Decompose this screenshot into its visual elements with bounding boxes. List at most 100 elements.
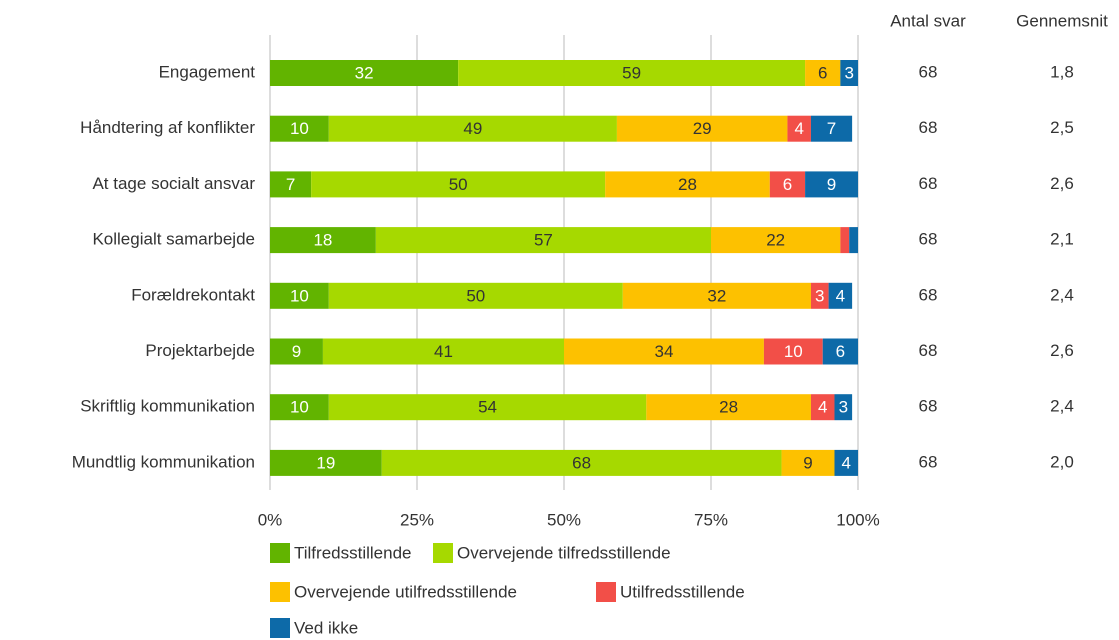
column-value: 68 xyxy=(919,174,938,193)
data-label: 57 xyxy=(534,231,553,250)
data-label: 50 xyxy=(466,286,485,305)
column-header: Antal svar xyxy=(890,11,966,30)
legend-label: Utilfredsstillende xyxy=(620,582,745,601)
bar-segment xyxy=(805,60,841,86)
legend-label: Tilfredsstillende xyxy=(294,543,411,562)
bar-segment xyxy=(849,227,858,254)
data-label: 4 xyxy=(794,119,803,138)
bar-segment xyxy=(605,171,770,198)
column-value: 2,6 xyxy=(1050,341,1074,360)
column-value: 68 xyxy=(919,62,938,81)
column-value: 68 xyxy=(919,341,938,360)
bar-segment xyxy=(805,171,858,198)
bar-segment xyxy=(270,115,329,142)
data-label: 6 xyxy=(836,342,845,361)
bar-segment xyxy=(270,60,459,86)
data-label: 6 xyxy=(818,63,827,82)
legend-label: Ved ikke xyxy=(294,618,358,637)
data-label: 19 xyxy=(316,453,335,472)
bar-segment xyxy=(270,171,312,198)
bar-segment xyxy=(769,171,806,198)
bar-segment xyxy=(616,115,788,142)
data-label: 28 xyxy=(719,398,738,417)
bar-segment xyxy=(270,449,382,476)
y-tick-label: Engagement xyxy=(159,62,256,81)
bar-segment xyxy=(270,394,329,421)
data-label: 6 xyxy=(783,175,792,194)
data-label: 22 xyxy=(766,231,785,250)
legend-swatch xyxy=(433,543,453,563)
bar-segment xyxy=(840,227,850,254)
data-label: 10 xyxy=(290,398,309,417)
column-value: 2,4 xyxy=(1050,397,1074,416)
x-tick-label: 75% xyxy=(694,510,728,529)
column-value: 68 xyxy=(919,452,938,471)
bar-segment xyxy=(834,449,858,476)
data-label: 9 xyxy=(292,342,301,361)
data-label: 7 xyxy=(286,175,295,194)
bar-segment xyxy=(834,394,853,421)
y-tick-label: Projektarbejde xyxy=(145,341,255,360)
y-tick-label: Forældrekontakt xyxy=(131,285,255,304)
data-label: 18 xyxy=(313,231,332,250)
bar-segment xyxy=(828,282,853,309)
data-label: 29 xyxy=(693,119,712,138)
bar-segment xyxy=(810,115,853,142)
data-label: 41 xyxy=(434,342,453,361)
data-label: 32 xyxy=(707,286,726,305)
data-label: 54 xyxy=(478,398,497,417)
data-label: 59 xyxy=(622,63,641,82)
bar-segment xyxy=(322,338,564,365)
data-label: 3 xyxy=(844,63,853,82)
data-label: 10 xyxy=(290,119,309,138)
column-value: 68 xyxy=(919,230,938,249)
column-value: 2,1 xyxy=(1050,230,1074,249)
column-value: 1,8 xyxy=(1050,62,1074,81)
legend-swatch xyxy=(270,618,290,638)
legend-swatch xyxy=(270,582,290,602)
x-tick-label: 50% xyxy=(547,510,581,529)
bar-segment xyxy=(328,282,623,309)
bar-segment xyxy=(328,115,617,142)
column-value: 2,6 xyxy=(1050,174,1074,193)
bar-segment xyxy=(781,449,835,476)
data-label: 9 xyxy=(827,175,836,194)
data-label: 10 xyxy=(784,342,803,361)
data-label: 9 xyxy=(803,453,812,472)
bar-segment xyxy=(375,227,711,254)
bar-segment xyxy=(270,338,323,365)
bar-segment xyxy=(822,338,858,365)
bar-segment xyxy=(270,282,329,309)
data-label: 10 xyxy=(290,286,309,305)
data-label: 7 xyxy=(827,119,836,138)
x-tick-label: 0% xyxy=(258,510,283,529)
data-label: 4 xyxy=(842,453,851,472)
legend-label: Overvejende tilfredsstillende xyxy=(457,543,671,562)
data-label: 50 xyxy=(449,175,468,194)
bar-segment xyxy=(810,282,829,309)
column-value: 2,0 xyxy=(1050,452,1074,471)
y-tick-label: Håndtering af konflikter xyxy=(80,118,255,137)
data-label: 3 xyxy=(839,398,848,417)
bar-segment xyxy=(840,60,858,86)
data-label: 49 xyxy=(463,119,482,138)
bar-segment xyxy=(564,338,764,365)
bar-segment xyxy=(763,338,823,365)
column-value: 2,4 xyxy=(1050,285,1074,304)
y-tick-label: Skriftlig kommunikation xyxy=(80,397,255,416)
bar-segment xyxy=(270,227,376,254)
bar-segment xyxy=(311,171,606,198)
data-label: 28 xyxy=(678,175,697,194)
bar-segment xyxy=(381,449,782,476)
legend-swatch xyxy=(270,543,290,563)
y-tick-label: Mundtlig kommunikation xyxy=(72,452,255,471)
bar-segment xyxy=(458,60,806,86)
data-label: 68 xyxy=(572,453,591,472)
bar-segment xyxy=(646,394,811,421)
bar-segment xyxy=(622,282,811,309)
x-tick-label: 25% xyxy=(400,510,434,529)
bar-segment xyxy=(787,115,811,142)
column-value: 68 xyxy=(919,285,938,304)
column-value: 68 xyxy=(919,397,938,416)
